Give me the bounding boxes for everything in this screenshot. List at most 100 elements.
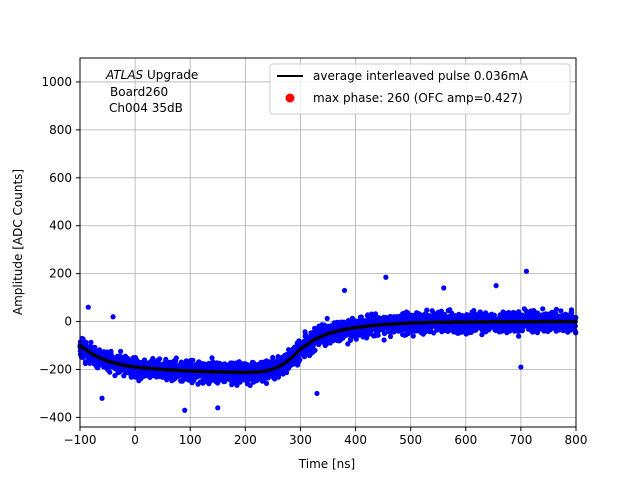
- scatter-point: [193, 373, 199, 380]
- scatter-point: [187, 364, 193, 370]
- x-tick-label: 0: [131, 433, 139, 447]
- scatter-point: [506, 309, 512, 316]
- x-tick-label: 600: [454, 433, 477, 447]
- average-pulse-point: [289, 356, 294, 360]
- scatter-point: [188, 375, 194, 381]
- scatter-point: [400, 311, 406, 317]
- scatter-point: [459, 312, 465, 319]
- scatter-point: [459, 329, 465, 335]
- scatter-point: [502, 326, 509, 332]
- scatter-point: [291, 358, 297, 365]
- scatter-point: [434, 323, 440, 329]
- x-tick-label: 400: [344, 433, 367, 447]
- scatter-outlier: [518, 364, 524, 370]
- scatter-point: [416, 314, 422, 320]
- scatter-point: [410, 333, 416, 339]
- scatter-point: [352, 318, 358, 324]
- scatter-point: [259, 376, 265, 382]
- scatter-point: [558, 308, 564, 314]
- scatter-point: [247, 382, 253, 388]
- scatter-point: [213, 364, 219, 370]
- scatter-outlier: [182, 407, 188, 413]
- scatter-point: [511, 328, 518, 334]
- scatter-point: [381, 330, 388, 337]
- scatter-point: [346, 330, 352, 337]
- scatter-point: [450, 327, 456, 333]
- scatter-point: [367, 317, 373, 323]
- scatter-point: [242, 373, 248, 379]
- scatter-point: [424, 307, 430, 313]
- scatter-point: [555, 327, 561, 333]
- y-tick-label: 800: [49, 123, 72, 137]
- scatter-point: [353, 336, 359, 342]
- scatter-point: [189, 380, 195, 386]
- scatter-point: [270, 358, 276, 364]
- scatter-point: [302, 332, 309, 338]
- scatter-point: [234, 382, 240, 388]
- scatter-point: [479, 332, 485, 338]
- scatter-point: [469, 315, 475, 321]
- scatter-point: [263, 380, 270, 386]
- scatter-point: [443, 314, 449, 320]
- scatter-point: [534, 311, 540, 317]
- scatter-point: [362, 333, 368, 339]
- scatter-point: [100, 350, 106, 356]
- scatter-point: [246, 375, 252, 381]
- y-tick-label: −200: [39, 362, 72, 376]
- scatter-point: [482, 324, 488, 330]
- scatter-point: [471, 308, 477, 314]
- scatter-point: [365, 330, 371, 336]
- scatter-point: [331, 320, 337, 326]
- scatter-points: [77, 268, 579, 413]
- scatter-point: [523, 308, 529, 314]
- scatter-point: [372, 326, 378, 332]
- scatter-point: [403, 332, 409, 338]
- scatter-point: [170, 377, 176, 383]
- scatter-outlier: [215, 405, 221, 411]
- y-tick-label: 1000: [41, 75, 72, 89]
- scatter-point: [94, 364, 100, 370]
- scatter-point: [102, 363, 108, 369]
- legend-entry-average: average interleaved pulse 0.036mA: [313, 69, 529, 83]
- scatter-point: [245, 363, 251, 369]
- scatter-point: [316, 323, 322, 329]
- scatter-point: [150, 355, 156, 362]
- scatter-point: [141, 369, 147, 376]
- scatter-point: [331, 324, 337, 330]
- scatter-point: [96, 347, 103, 353]
- scatter-point: [548, 326, 554, 332]
- scatter-point: [338, 320, 344, 326]
- scatter-point: [358, 314, 364, 320]
- scatter-point: [381, 337, 387, 343]
- scatter-point: [213, 372, 219, 378]
- scatter-point: [271, 370, 277, 376]
- scatter-point: [121, 366, 127, 372]
- scatter-point: [323, 326, 329, 332]
- x-tick-label: 200: [234, 433, 257, 447]
- y-tick-label: 200: [49, 267, 72, 281]
- legend-entry-max-phase: max phase: 260 (OFC amp=0.427): [313, 91, 523, 105]
- scatter-point: [115, 370, 121, 376]
- scatter-point: [427, 324, 433, 330]
- scatter-point: [536, 324, 543, 330]
- annotation-board: Board260: [110, 85, 168, 99]
- scatter-point: [179, 378, 185, 384]
- scatter-point: [540, 306, 546, 312]
- annotation: ATLAS Upgrade Board260 Ch004 35dB: [105, 68, 198, 115]
- scatter-point: [131, 360, 137, 366]
- x-tick-label: −100: [64, 433, 97, 447]
- scatter-point: [183, 360, 189, 366]
- scatter-point: [432, 314, 438, 320]
- scatter-point: [517, 315, 523, 321]
- y-tick-label: 0: [64, 315, 72, 329]
- scatter-point: [85, 356, 92, 362]
- scatter-point: [296, 359, 302, 365]
- scatter-point: [520, 324, 526, 330]
- scatter-point: [509, 312, 516, 318]
- scatter-point: [377, 317, 383, 323]
- y-axis-label: Amplitude [ADC Counts]: [11, 169, 25, 315]
- x-tick-label: 700: [509, 433, 532, 447]
- legend: average interleaved pulse 0.036mA max ph…: [269, 63, 571, 115]
- scatter-point: [106, 351, 112, 358]
